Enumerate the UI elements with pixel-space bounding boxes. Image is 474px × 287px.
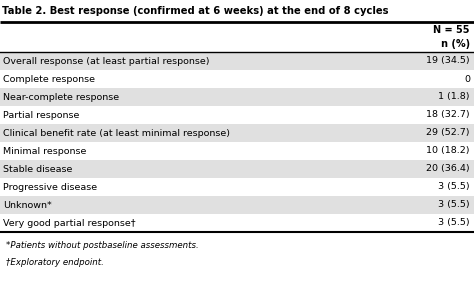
Text: 3 (5.5): 3 (5.5) [438, 183, 470, 191]
Bar [0, 106, 474, 124]
Text: Near-complete response: Near-complete response [3, 92, 119, 102]
Text: Very good partial response†: Very good partial response† [3, 218, 136, 228]
Bar [0, 124, 474, 142]
Text: Partial response: Partial response [3, 110, 79, 119]
Text: †Exploratory endpoint.: †Exploratory endpoint. [6, 258, 104, 267]
Bar [0, 52, 474, 70]
Text: Complete response: Complete response [3, 75, 95, 84]
Bar [0, 214, 474, 232]
Text: 18 (32.7): 18 (32.7) [427, 110, 470, 119]
Text: 3 (5.5): 3 (5.5) [438, 218, 470, 228]
Bar [0, 0, 474, 22]
Text: Overall response (at least partial response): Overall response (at least partial respo… [3, 57, 210, 65]
Text: 20 (36.4): 20 (36.4) [427, 164, 470, 174]
Text: 0: 0 [464, 75, 470, 84]
Bar [0, 178, 474, 196]
Text: n (%): n (%) [441, 38, 470, 49]
Bar [0, 70, 474, 88]
Bar [0, 88, 474, 106]
Bar [0, 196, 474, 214]
Text: Stable disease: Stable disease [3, 164, 73, 174]
Text: 3 (5.5): 3 (5.5) [438, 201, 470, 210]
Text: Progressive disease: Progressive disease [3, 183, 97, 191]
Text: 29 (52.7): 29 (52.7) [427, 129, 470, 137]
Text: Unknown*: Unknown* [3, 201, 52, 210]
Text: Table 2. Best response (confirmed at 6 weeks) at the end of 8 cycles: Table 2. Best response (confirmed at 6 w… [2, 6, 389, 16]
Bar [0, 142, 474, 160]
Text: *Patients without postbaseline assessments.: *Patients without postbaseline assessmen… [6, 241, 199, 250]
Text: 10 (18.2): 10 (18.2) [427, 146, 470, 156]
Text: 19 (34.5): 19 (34.5) [427, 57, 470, 65]
Text: 1 (1.8): 1 (1.8) [438, 92, 470, 102]
Bar [0, 160, 474, 178]
Text: N = 55: N = 55 [434, 26, 470, 35]
Text: Clinical benefit rate (at least minimal response): Clinical benefit rate (at least minimal … [3, 129, 230, 137]
Bar [0, 22, 474, 52]
Text: Minimal response: Minimal response [3, 146, 86, 156]
